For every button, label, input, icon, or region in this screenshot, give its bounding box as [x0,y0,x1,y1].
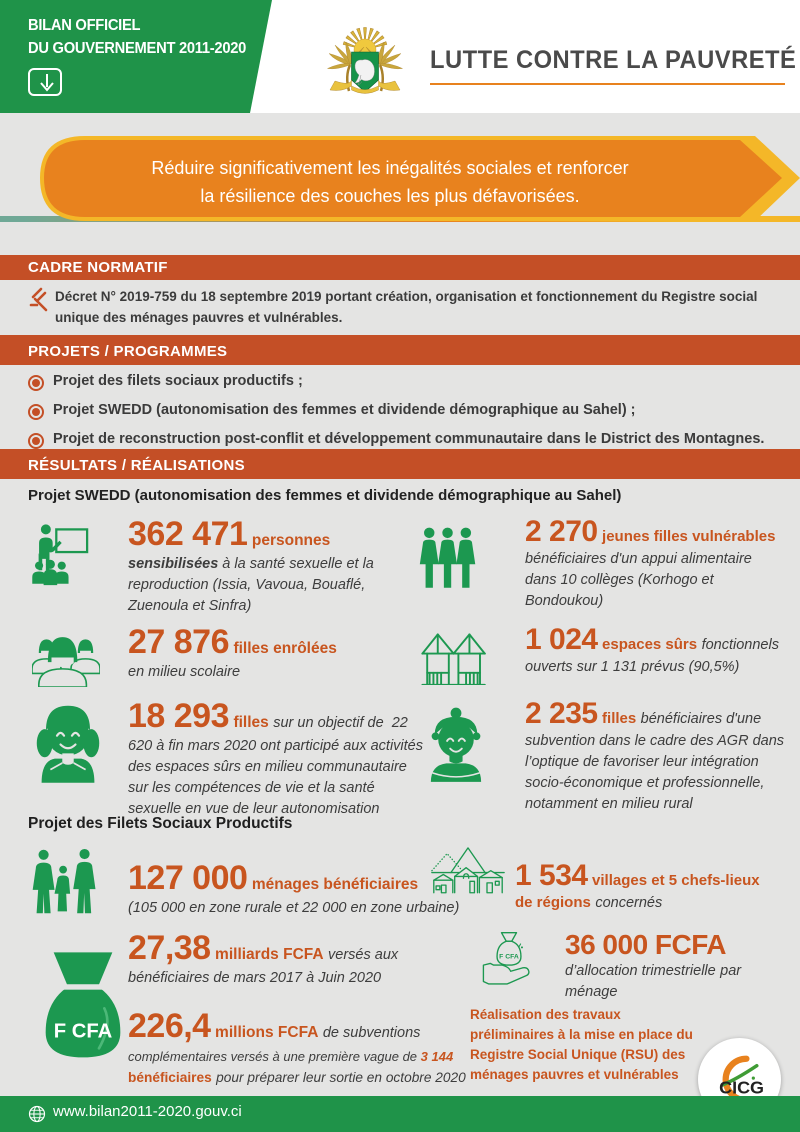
svg-text:CICG: CICG [719,1077,764,1097]
svg-text:F CFA: F CFA [499,953,519,960]
